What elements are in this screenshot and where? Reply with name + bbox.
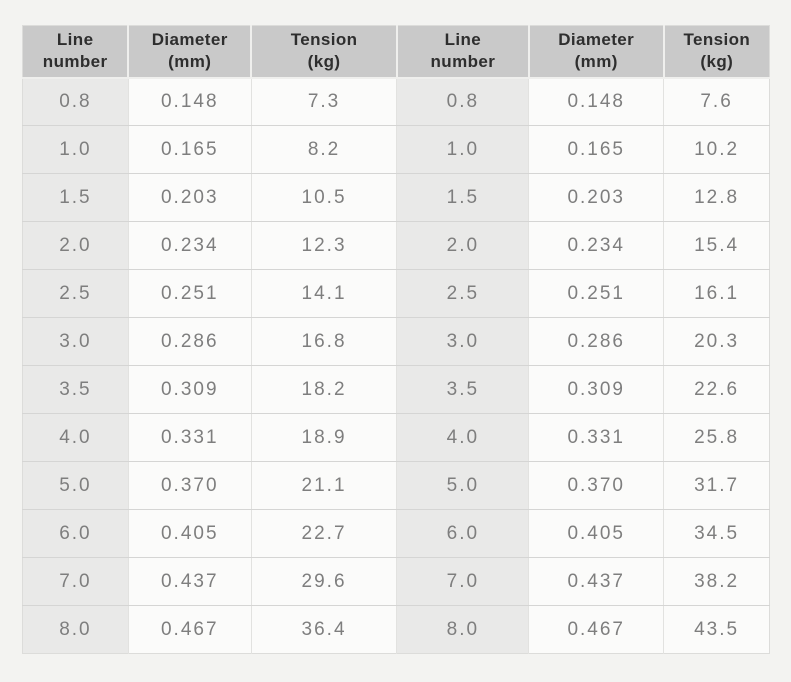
table-cell: 7.3 [251, 77, 398, 127]
table-row-4: 2.5 0.251 14.1 2.5 0.251 16.1 [22, 269, 770, 319]
table-cell: 0.309 [528, 365, 665, 415]
table-cell: 34.5 [663, 509, 770, 559]
table-row-3: 2.0 0.234 12.3 2.0 0.234 15.4 [22, 221, 770, 271]
table-cell: 0.203 [528, 173, 665, 223]
table-cell: 0.467 [128, 605, 252, 654]
table-cell: 1.0 [396, 125, 530, 175]
table-cell: 0.370 [128, 461, 252, 511]
header-cell-1: Diameter (mm) [128, 25, 253, 79]
spec-table-header: Line number Diameter (mm) Tension (kg) Line num… [22, 25, 770, 79]
table-cell: 29.6 [251, 557, 398, 607]
table-cell: 12.3 [251, 221, 398, 271]
table-cell: 2.0 [396, 221, 530, 271]
table-cell: 12.8 [663, 173, 770, 223]
table-cell: 0.437 [128, 557, 252, 607]
table-cell: 22.7 [251, 509, 398, 559]
header-cell-0: Line number [22, 25, 130, 79]
table-row-7: 4.0 0.331 18.9 4.0 0.331 25.8 [22, 413, 770, 463]
table-cell: 22.6 [663, 365, 770, 415]
line-spec-table: Line number Diameter (mm) Tension (kg) Line num… [22, 25, 770, 655]
header-cell-2: Tension (kg) [251, 25, 398, 79]
table-cell: 7.0 [396, 557, 530, 607]
table-cell: 0.251 [128, 269, 252, 319]
table-cell: 0.286 [128, 317, 252, 367]
spec-table-body: 0.8 0.148 7.3 0.8 0.148 7.6 1.0 0.165 8.2 1.0 0.16… [22, 77, 770, 654]
table-cell: 0.331 [128, 413, 252, 463]
table-row-2: 1.5 0.203 10.5 1.5 0.203 12.8 [22, 173, 770, 223]
table-cell: 0.234 [128, 221, 252, 271]
table-cell: 1.5 [396, 173, 530, 223]
table-cell: 2.5 [396, 269, 530, 319]
table-cell: 36.4 [251, 605, 398, 654]
table-row-1: 1.0 0.165 8.2 1.0 0.165 10.2 [22, 125, 770, 175]
table-cell: 43.5 [663, 605, 770, 654]
table-cell: 3.0 [22, 317, 129, 367]
table-cell: 3.0 [396, 317, 530, 367]
table-row-0: 0.8 0.148 7.3 0.8 0.148 7.6 [22, 77, 770, 127]
table-cell: 3.5 [396, 365, 530, 415]
table-cell: 1.0 [22, 125, 129, 175]
table-cell: 0.148 [128, 77, 252, 127]
table-cell: 0.309 [128, 365, 252, 415]
table-cell: 2.5 [22, 269, 129, 319]
table-cell: 0.148 [528, 77, 665, 127]
table-cell: 21.1 [251, 461, 398, 511]
table-cell: 16.8 [251, 317, 398, 367]
table-cell: 1.5 [22, 173, 129, 223]
table-cell: 0.331 [528, 413, 665, 463]
table-cell: 0.8 [396, 77, 530, 127]
table-cell: 0.437 [528, 557, 665, 607]
header-cell-4: Diameter (mm) [528, 25, 665, 79]
table-row-8: 5.0 0.370 21.1 5.0 0.370 31.7 [22, 461, 770, 511]
table-cell: 25.8 [663, 413, 770, 463]
table-cell: 15.4 [663, 221, 770, 271]
table-cell: 0.234 [528, 221, 665, 271]
table-cell: 0.165 [528, 125, 665, 175]
spec-table-container: Line number Diameter (mm) Tension (kg) Line num… [22, 25, 770, 655]
table-cell: 0.165 [128, 125, 252, 175]
table-cell: 4.0 [396, 413, 530, 463]
table-row-11: 8.0 0.467 36.4 8.0 0.467 43.5 [22, 605, 770, 654]
table-cell: 5.0 [22, 461, 129, 511]
table-cell: 0.405 [528, 509, 665, 559]
table-cell: 16.1 [663, 269, 770, 319]
table-cell: 20.3 [663, 317, 770, 367]
table-cell: 38.2 [663, 557, 770, 607]
table-cell: 5.0 [396, 461, 530, 511]
table-cell: 8.0 [396, 605, 530, 654]
table-cell: 31.7 [663, 461, 770, 511]
table-cell: 0.405 [128, 509, 252, 559]
table-cell: 18.9 [251, 413, 398, 463]
table-row-6: 3.5 0.309 18.2 3.5 0.309 22.6 [22, 365, 770, 415]
table-cell: 6.0 [396, 509, 530, 559]
table-cell: 14.1 [251, 269, 398, 319]
table-cell: 10.2 [663, 125, 770, 175]
table-cell: 6.0 [22, 509, 129, 559]
table-row-5: 3.0 0.286 16.8 3.0 0.286 20.3 [22, 317, 770, 367]
table-cell: 0.467 [528, 605, 665, 654]
table-cell: 8.0 [22, 605, 129, 654]
header-row: Line number Diameter (mm) Tension (kg) Line num… [22, 25, 770, 79]
table-cell: 2.0 [22, 221, 129, 271]
table-cell: 18.2 [251, 365, 398, 415]
table-cell: 0.8 [22, 77, 129, 127]
table-cell: 0.203 [128, 173, 252, 223]
table-cell: 0.370 [528, 461, 665, 511]
table-cell: 10.5 [251, 173, 398, 223]
table-cell: 3.5 [22, 365, 129, 415]
table-cell: 0.251 [528, 269, 665, 319]
header-cell-5: Tension (kg) [663, 25, 770, 79]
table-cell: 7.0 [22, 557, 129, 607]
table-row-9: 6.0 0.405 22.7 6.0 0.405 34.5 [22, 509, 770, 559]
table-row-10: 7.0 0.437 29.6 7.0 0.437 38.2 [22, 557, 770, 607]
table-cell: 7.6 [663, 77, 770, 127]
table-cell: 8.2 [251, 125, 398, 175]
header-cell-3: Line number [396, 25, 530, 79]
table-cell: 0.286 [528, 317, 665, 367]
table-cell: 4.0 [22, 413, 129, 463]
